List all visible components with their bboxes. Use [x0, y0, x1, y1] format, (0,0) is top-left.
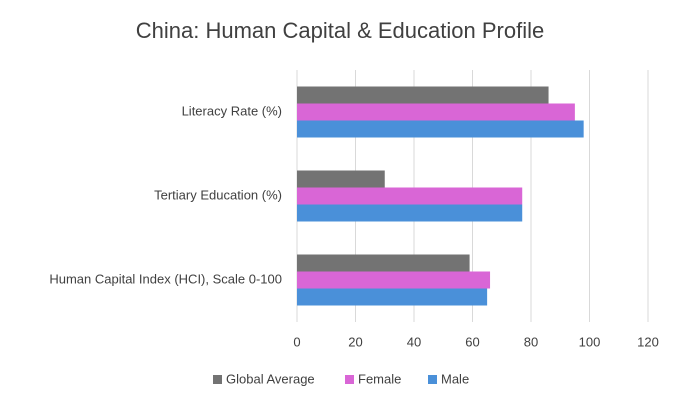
y-tick-label: Tertiary Education (%)	[154, 187, 282, 202]
x-tick-label: 0	[293, 334, 300, 349]
x-tick-label: 60	[465, 334, 479, 349]
x-tick-label: 20	[348, 334, 362, 349]
bar	[297, 120, 584, 138]
legend-swatch	[345, 375, 354, 384]
bar	[297, 271, 491, 289]
bar	[297, 254, 470, 272]
y-tick-label: Human Capital Index (HCI), Scale 0-100	[49, 271, 282, 286]
y-tick-label: Literacy Rate (%)	[182, 103, 282, 118]
legend-swatch	[428, 375, 437, 384]
bar	[297, 187, 523, 205]
bar	[297, 204, 523, 222]
x-tick-label: 40	[407, 334, 421, 349]
legend-label: Male	[441, 371, 469, 386]
legend-label: Global Average	[226, 371, 315, 386]
bar	[297, 288, 488, 306]
bar	[297, 103, 575, 121]
bar	[297, 86, 549, 104]
legend-label: Female	[358, 371, 401, 386]
x-tick-label: 100	[579, 334, 601, 349]
chart-title: China: Human Capital & Education Profile	[136, 18, 544, 43]
bar	[297, 170, 385, 188]
x-tick-label: 120	[637, 334, 659, 349]
legend-swatch	[213, 375, 222, 384]
x-tick-label: 80	[524, 334, 538, 349]
